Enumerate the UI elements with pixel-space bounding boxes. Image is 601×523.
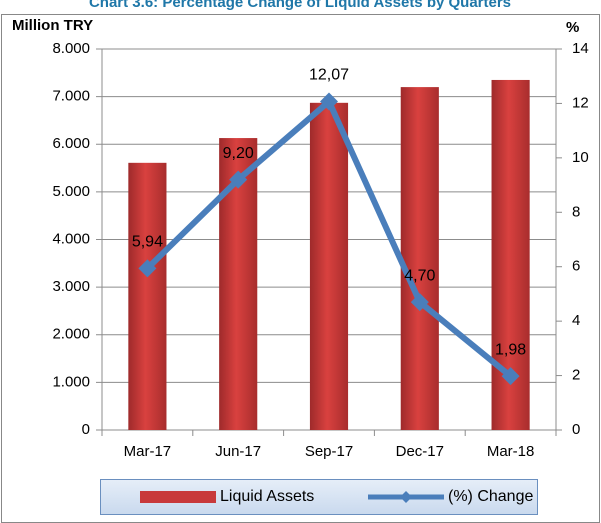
marker <box>320 92 338 111</box>
y2-tick-label: 4 <box>572 312 580 329</box>
legend-label: (%) Change <box>448 488 533 505</box>
marker <box>501 367 520 386</box>
y2-tick-label: 14 <box>572 40 589 57</box>
marker <box>410 293 429 312</box>
y-tick-label: 0 <box>82 421 90 438</box>
y-tick-label: 3.000 <box>52 278 90 295</box>
data-label: 5,94 <box>132 234 163 251</box>
y-tick-label: 6.000 <box>52 135 90 152</box>
y2-tick-label: 2 <box>572 367 580 384</box>
marker <box>229 170 248 189</box>
bar <box>128 162 167 431</box>
bar <box>400 87 439 430</box>
y-tick-label: 2.000 <box>52 326 90 343</box>
y-tick-label: 7.000 <box>52 88 90 105</box>
marker <box>138 259 157 278</box>
y-tick-label: 8.000 <box>52 40 90 57</box>
y2-tick-label: 0 <box>572 421 580 438</box>
legend-label: Liquid Assets <box>220 488 314 505</box>
x-tick-label: Sep-17 <box>305 443 353 460</box>
y2-tick-label: 6 <box>572 258 580 275</box>
data-label: 1,98 <box>495 341 526 358</box>
y-tick-label: 5.000 <box>52 183 90 200</box>
data-label: 12,07 <box>309 67 349 84</box>
chart-title: Chart 3.6: Percentage Change of Liquid A… <box>89 0 511 11</box>
x-tick-label: Mar-18 <box>487 443 535 460</box>
x-tick-label: Dec-17 <box>396 443 444 460</box>
y-tick-label: 4.000 <box>52 230 90 247</box>
y-axis-label: Million TRY <box>12 17 93 34</box>
legend-swatch <box>140 491 216 503</box>
legend-marker <box>400 491 412 503</box>
y-tick-label: 1.000 <box>52 373 90 390</box>
x-tick-label: Mar-17 <box>124 443 172 460</box>
data-label: 9,20 <box>223 145 254 162</box>
y2-axis-label: % <box>566 19 579 36</box>
y2-tick-label: 8 <box>572 203 580 220</box>
data-label: 4,70 <box>404 267 435 284</box>
y2-tick-label: 10 <box>572 149 589 166</box>
bar <box>309 102 349 430</box>
y2-tick-label: 12 <box>572 94 589 111</box>
x-tick-label: Jun-17 <box>215 443 261 460</box>
